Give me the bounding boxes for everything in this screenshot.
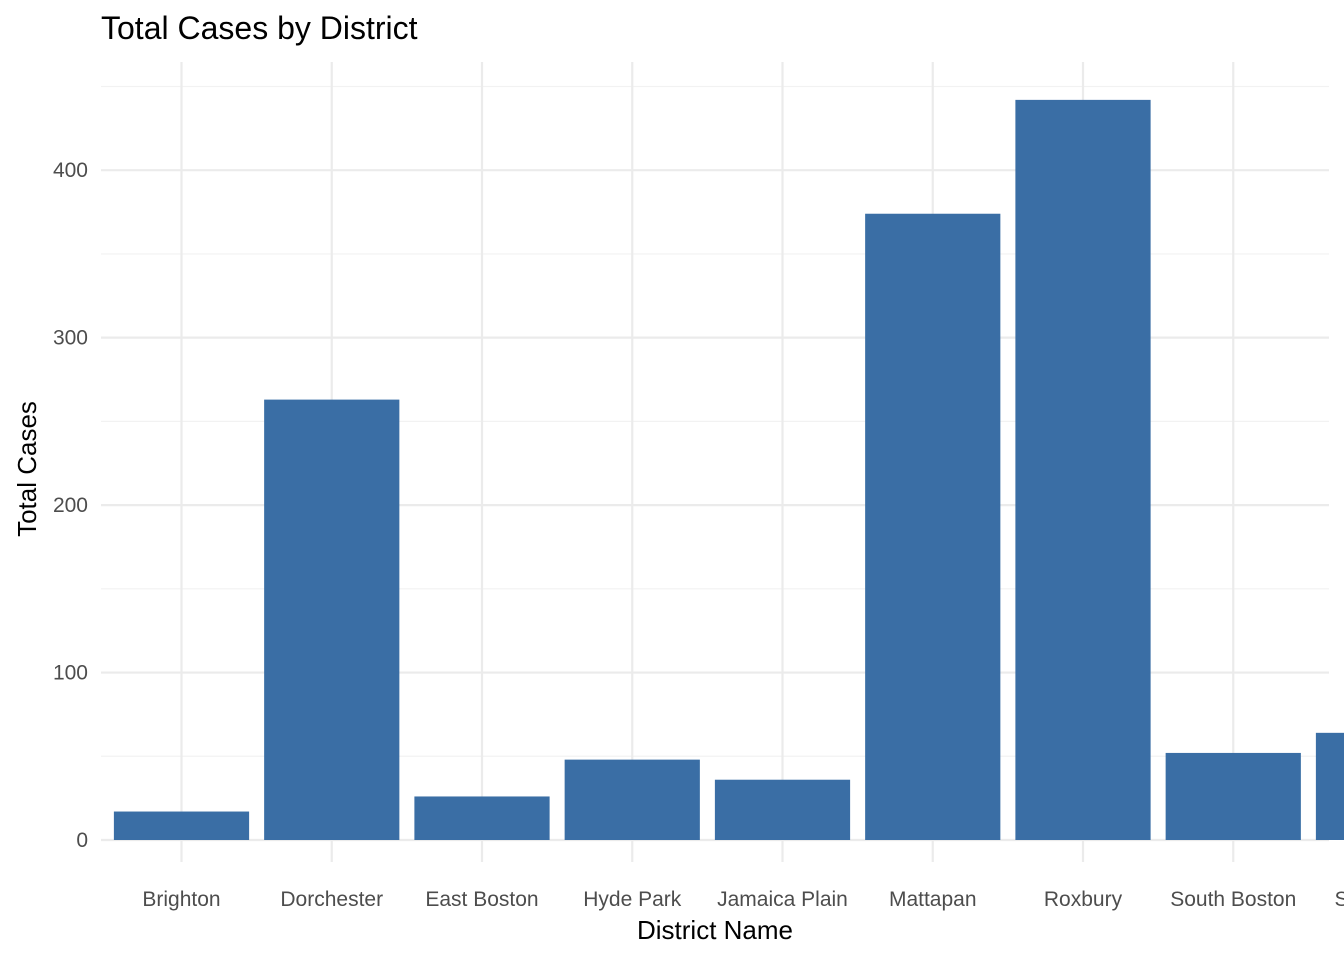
x-tick-label: Dorchester xyxy=(280,888,383,911)
x-tick-label: Jamaica Plain xyxy=(717,888,848,911)
bar xyxy=(1315,732,1344,840)
bar xyxy=(264,399,400,840)
bar xyxy=(414,796,550,840)
x-tick-label: Hyde Park xyxy=(583,888,682,911)
y-tick-label: 0 xyxy=(76,829,88,852)
y-axis-ticks: 0 100 200 300 400 xyxy=(53,159,88,852)
bar xyxy=(1165,752,1301,840)
y-tick-label: 100 xyxy=(53,662,88,685)
x-tick-label: Mattapan xyxy=(889,888,977,911)
x-tick-label: South End xyxy=(1334,888,1344,911)
x-tick-label: Roxbury xyxy=(1044,888,1123,911)
bar xyxy=(714,779,851,840)
x-tick-label: East Boston xyxy=(425,888,538,911)
bar xyxy=(1015,99,1151,841)
y-tick-label: 200 xyxy=(53,494,88,517)
x-axis-title: District Name xyxy=(637,915,793,945)
x-tick-label: Brighton xyxy=(142,888,220,911)
bar xyxy=(564,759,700,840)
x-tick-label: South Boston xyxy=(1170,888,1296,911)
bar xyxy=(865,213,1001,840)
x-axis-ticks: Brighton Dorchester East Boston Hyde Park Ja… xyxy=(142,888,1344,911)
chart-title: Total Cases by District xyxy=(101,10,418,46)
y-tick-label: 400 xyxy=(53,159,88,182)
y-tick-label: 300 xyxy=(53,327,88,350)
bars xyxy=(113,99,1344,841)
y-axis-title: Total Cases xyxy=(12,401,42,537)
bar xyxy=(113,811,250,840)
